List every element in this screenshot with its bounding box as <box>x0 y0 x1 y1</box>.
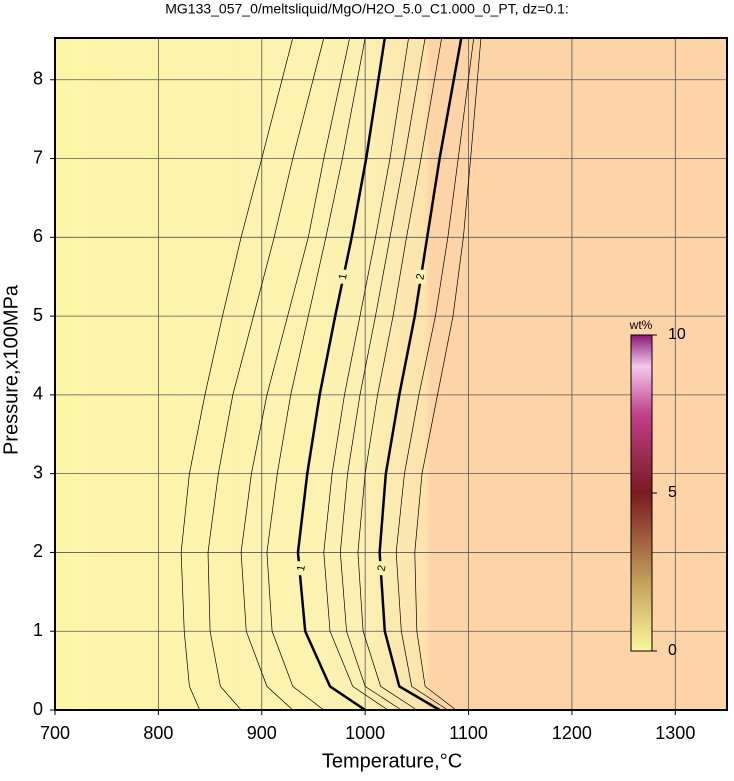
colorbar-ticks: 0 5 10 <box>652 326 686 659</box>
colorbar <box>630 334 653 652</box>
contour-line <box>414 37 482 711</box>
y-tick-label: 3 <box>33 462 43 482</box>
contour-line <box>378 37 463 712</box>
grid <box>54 38 727 711</box>
contour-line <box>395 37 475 711</box>
contour-line <box>296 37 387 712</box>
contour-label-bg <box>338 269 349 284</box>
colorbar-tick-label: 0 <box>668 642 677 659</box>
x-tick-label: 800 <box>143 723 173 743</box>
y-tick-label: 1 <box>33 620 43 640</box>
contour-line <box>240 37 350 711</box>
x-tick-label: 1100 <box>449 723 488 743</box>
y-tick-label: 6 <box>33 226 43 246</box>
contour-line <box>207 37 325 711</box>
colorbar-tick-label: 10 <box>668 326 686 343</box>
contour-label: 2 <box>414 273 427 281</box>
contour-labels: 1 1 2 2 <box>295 269 427 576</box>
y-tick-label: 2 <box>33 541 43 561</box>
plot-background <box>55 38 727 710</box>
plot-frame <box>54 37 728 711</box>
contour-label-bg <box>415 269 426 284</box>
contour-label: 1 <box>295 564 308 572</box>
colorbar-tick-label: 5 <box>668 484 677 501</box>
x-axis-label: Temperature,°C <box>322 750 462 772</box>
x-tick-label: 900 <box>247 723 277 743</box>
y-axis-label: Pressure,x100MPa <box>0 284 22 455</box>
contour-label-bg <box>377 561 388 576</box>
y-tick-label: 8 <box>33 69 43 89</box>
contour-line <box>323 37 409 711</box>
y-tick-label: 5 <box>33 305 43 325</box>
y-tick-label: 0 <box>33 699 43 719</box>
contour-line <box>266 37 366 711</box>
chart-title: MG133_057_0/meltsliquid/MgO/H2O_5.0_C1.0… <box>165 1 569 17</box>
contour-label: 2 <box>376 564 389 572</box>
x-tick-label: 700 <box>40 723 70 743</box>
y-tick-label: 4 <box>33 384 43 404</box>
contours <box>180 37 482 712</box>
y-tick-label: 7 <box>33 147 43 167</box>
x-tick-label: 1300 <box>655 723 695 743</box>
contour-line <box>357 37 443 711</box>
contour-label-bg <box>296 561 307 576</box>
x-tick-label: 1000 <box>345 723 385 743</box>
colorbar-label: wt% <box>629 318 653 332</box>
contour-label: 1 <box>337 273 350 281</box>
x-tick-label: 1200 <box>552 723 592 743</box>
contour-line <box>339 37 426 711</box>
contour-line <box>180 37 294 711</box>
